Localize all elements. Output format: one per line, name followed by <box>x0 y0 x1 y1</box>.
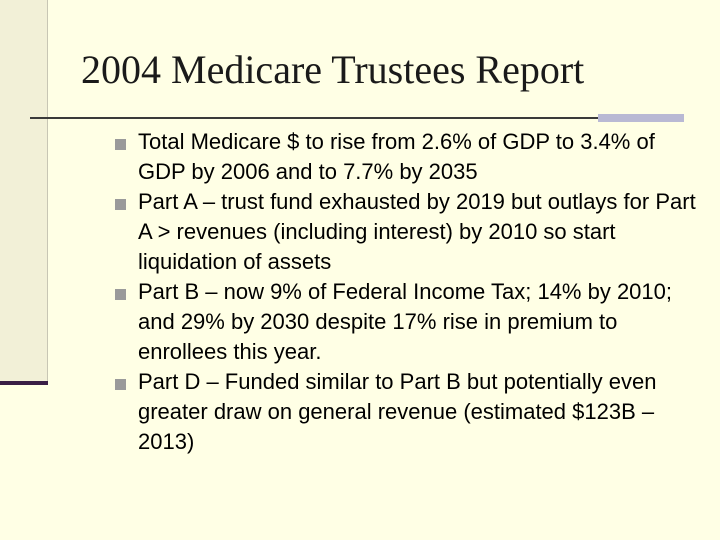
bullet-text: Part D – Funded similar to Part B but po… <box>138 369 657 454</box>
bullet-text: Part B – now 9% of Federal Income Tax; 1… <box>138 279 673 364</box>
title-underline <box>30 117 598 119</box>
bullet-item: Part D – Funded similar to Part B but po… <box>111 367 701 457</box>
bullet-list: Total Medicare $ to rise from 2.6% of GD… <box>111 127 701 457</box>
square-bullet-icon <box>115 199 126 210</box>
bullet-item: Total Medicare $ to rise from 2.6% of GD… <box>111 127 701 187</box>
bullet-item: Part A – trust fund exhausted by 2019 bu… <box>111 187 701 277</box>
square-bullet-icon <box>115 139 126 150</box>
slide-title: 2004 Medicare Trustees Report <box>81 47 585 92</box>
left-accent-bar <box>0 381 48 385</box>
square-bullet-icon <box>115 379 126 390</box>
left-band-edge <box>47 0 48 384</box>
bullet-text: Part A – trust fund exhausted by 2019 bu… <box>138 189 696 274</box>
title-underline-accent <box>598 114 684 122</box>
bullet-text: Total Medicare $ to rise from 2.6% of GD… <box>138 129 655 184</box>
square-bullet-icon <box>115 289 126 300</box>
left-decorative-band <box>0 0 47 384</box>
bullet-item: Part B – now 9% of Federal Income Tax; 1… <box>111 277 701 367</box>
